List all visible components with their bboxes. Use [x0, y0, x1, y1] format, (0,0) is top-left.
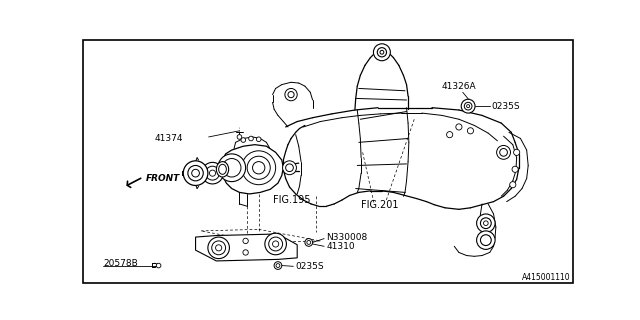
Text: 41310: 41310 — [326, 242, 355, 251]
Circle shape — [223, 158, 241, 177]
Circle shape — [447, 132, 452, 138]
Circle shape — [481, 235, 492, 245]
Circle shape — [467, 105, 470, 108]
Circle shape — [373, 44, 390, 61]
Circle shape — [273, 241, 279, 247]
Circle shape — [249, 136, 253, 141]
Circle shape — [188, 165, 204, 181]
Circle shape — [192, 169, 200, 177]
Circle shape — [378, 48, 387, 57]
Text: A415001110: A415001110 — [522, 273, 571, 282]
Text: 20578B: 20578B — [103, 259, 138, 268]
Circle shape — [481, 218, 492, 228]
Circle shape — [265, 233, 287, 255]
Circle shape — [243, 250, 248, 255]
Circle shape — [247, 156, 270, 179]
Text: FIG.201: FIG.201 — [361, 201, 399, 211]
Circle shape — [288, 92, 294, 98]
Circle shape — [464, 102, 472, 110]
Circle shape — [269, 237, 283, 251]
Circle shape — [509, 182, 516, 188]
Circle shape — [276, 264, 280, 268]
Circle shape — [274, 262, 282, 269]
Circle shape — [461, 99, 475, 113]
Circle shape — [253, 162, 265, 174]
Text: 41326A: 41326A — [442, 83, 477, 92]
Polygon shape — [196, 234, 297, 261]
Polygon shape — [221, 145, 284, 194]
Circle shape — [305, 239, 312, 246]
Circle shape — [212, 241, 225, 255]
Circle shape — [216, 245, 221, 251]
Text: 41374: 41374 — [155, 134, 183, 143]
Circle shape — [497, 145, 511, 159]
Circle shape — [380, 50, 384, 54]
Circle shape — [242, 151, 276, 185]
Circle shape — [208, 237, 230, 259]
Circle shape — [241, 138, 246, 142]
Circle shape — [156, 263, 161, 268]
Circle shape — [285, 88, 297, 101]
Circle shape — [237, 135, 242, 139]
Circle shape — [285, 164, 293, 172]
Circle shape — [307, 241, 310, 244]
Circle shape — [209, 170, 216, 176]
Circle shape — [456, 124, 462, 130]
Circle shape — [283, 161, 296, 175]
Circle shape — [513, 149, 520, 156]
Circle shape — [484, 221, 488, 226]
Circle shape — [477, 214, 495, 232]
Circle shape — [202, 162, 223, 184]
Circle shape — [218, 154, 246, 182]
Text: 0235S: 0235S — [492, 102, 520, 111]
Ellipse shape — [219, 164, 227, 174]
Circle shape — [467, 128, 474, 134]
Circle shape — [205, 166, 220, 180]
Text: 0235S: 0235S — [296, 262, 324, 271]
Circle shape — [477, 231, 495, 249]
Circle shape — [512, 166, 518, 172]
Ellipse shape — [216, 162, 228, 177]
Circle shape — [500, 148, 508, 156]
Text: FIG.195: FIG.195 — [273, 195, 310, 205]
Text: FRONT: FRONT — [145, 174, 180, 183]
Circle shape — [183, 161, 208, 186]
Circle shape — [243, 238, 248, 244]
Circle shape — [257, 137, 261, 141]
Text: N330008: N330008 — [326, 233, 368, 242]
